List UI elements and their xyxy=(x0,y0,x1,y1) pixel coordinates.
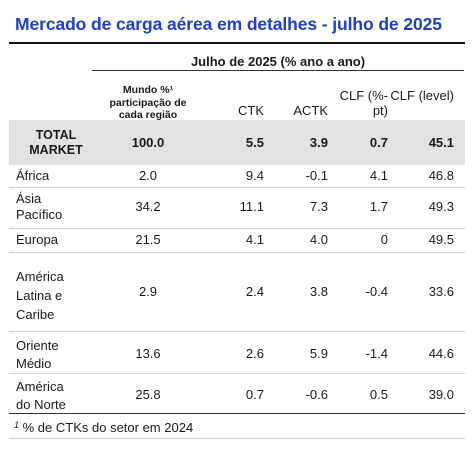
footnote-text: % de CTKs do setor em 2024 xyxy=(22,420,194,435)
table-row-mundo: 13.6 xyxy=(135,346,161,361)
table-row-region: Oriente Médio xyxy=(16,338,59,371)
table-row-actk: 3.8 xyxy=(309,284,328,299)
table-row-actk: 5.9 xyxy=(309,346,328,361)
table-row-ctk: 9.4 xyxy=(245,168,264,183)
table-row-region: Europa xyxy=(16,232,58,247)
group-header: Julho de 2025 (% ano a ano) xyxy=(190,54,366,69)
column-header-mundo: Mundo %¹ participação de cada região xyxy=(109,84,187,121)
column-header-actk: ACTK xyxy=(293,103,328,118)
table-row-clf-level: 39.0 xyxy=(428,387,454,402)
table-row-mundo: 25.8 xyxy=(135,387,161,402)
bottom-divider xyxy=(9,438,465,439)
total-row xyxy=(9,120,465,165)
table-row-mundo: 21.5 xyxy=(135,232,161,247)
footnote-marker: 1 xyxy=(14,420,20,430)
table-row-region: América Latina e Caribe xyxy=(16,269,64,322)
table-row-ctk: 4.1 xyxy=(245,232,264,247)
table-row-actk: -0.1 xyxy=(305,168,328,183)
table-row-ctk: 2.4 xyxy=(245,284,264,299)
total-actk: 3.9 xyxy=(309,135,328,150)
total-mundo: 100.0 xyxy=(131,135,165,150)
total-ctk: 5.5 xyxy=(245,135,264,150)
table-row-clf-pt: -1.4 xyxy=(365,346,388,361)
row-divider xyxy=(9,373,465,374)
table-row-clf-level: 44.6 xyxy=(428,346,454,361)
column-header-clf-pt: CLF (%-pt) xyxy=(339,88,388,118)
table-row-clf-pt: 4.1 xyxy=(369,168,388,183)
table-row-actk: 7.3 xyxy=(309,199,328,214)
table-row-region: América do Norte xyxy=(16,379,66,412)
page-title: Mercado de carga aérea em detalhes - jul… xyxy=(15,14,442,34)
table-row-region: África xyxy=(16,168,50,183)
table-row-mundo: 34.2 xyxy=(135,199,161,214)
table-row-ctk: 2.6 xyxy=(245,346,264,361)
group-header-divider xyxy=(92,70,464,71)
table-row-ctk: 11.1 xyxy=(239,199,264,214)
table-row-clf-pt: -0.4 xyxy=(365,284,388,299)
table-row-mundo: 2.9 xyxy=(138,284,158,299)
table-row-clf-level: 33.6 xyxy=(428,284,454,299)
row-divider xyxy=(9,252,465,253)
table-row-clf-level: 49.3 xyxy=(428,199,454,214)
row-divider xyxy=(9,228,465,229)
column-header-ctk: CTK xyxy=(238,103,264,118)
table-row-clf-level: 46.8 xyxy=(428,168,454,183)
row-divider xyxy=(9,187,465,188)
table-row-clf-level: 49.5 xyxy=(428,232,454,247)
total-clf-level: 45.1 xyxy=(428,135,454,150)
row-divider xyxy=(9,413,465,414)
table-row-actk: 4.0 xyxy=(309,232,328,247)
total-region-label: TOTAL MARKET xyxy=(29,128,83,157)
table-row-clf-pt: 0 xyxy=(380,232,388,247)
table-row-clf-pt: 0.5 xyxy=(369,387,388,402)
footnote: 1 % de CTKs do setor em 2024 xyxy=(14,420,193,435)
column-header-clf-level: CLF (level) xyxy=(390,88,454,103)
table-row-region: Ásia Pacífico xyxy=(16,191,63,222)
total-clf-pt: 0.7 xyxy=(369,135,388,150)
row-divider xyxy=(9,331,465,332)
table-row-mundo: 2.0 xyxy=(138,168,158,183)
title-divider xyxy=(9,42,465,44)
table-row-clf-pt: 1.7 xyxy=(369,199,388,214)
table-row-actk: -0.6 xyxy=(305,387,328,402)
table-row-ctk: 0.7 xyxy=(245,387,264,402)
